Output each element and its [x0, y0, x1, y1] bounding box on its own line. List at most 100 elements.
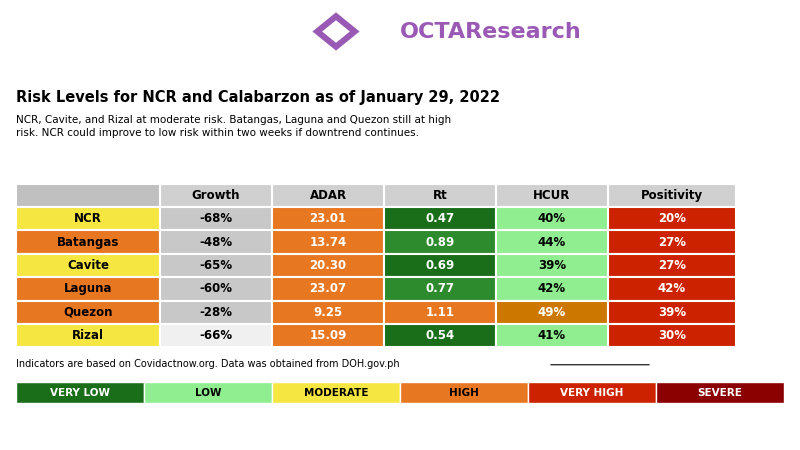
Text: 0.77: 0.77	[426, 283, 454, 295]
Text: 44%: 44%	[538, 236, 566, 248]
Text: 40%: 40%	[538, 212, 566, 225]
Text: SEVERE: SEVERE	[698, 388, 742, 398]
FancyBboxPatch shape	[16, 207, 160, 230]
FancyBboxPatch shape	[160, 254, 272, 277]
FancyBboxPatch shape	[272, 301, 384, 324]
Text: -65%: -65%	[199, 259, 233, 272]
FancyBboxPatch shape	[160, 184, 272, 207]
Text: 15.09: 15.09	[310, 329, 346, 342]
Text: -48%: -48%	[199, 236, 233, 248]
FancyBboxPatch shape	[496, 277, 608, 301]
FancyBboxPatch shape	[16, 254, 160, 277]
FancyBboxPatch shape	[400, 382, 528, 403]
Text: 30%: 30%	[658, 329, 686, 342]
Text: 27%: 27%	[658, 259, 686, 272]
Text: 1.11: 1.11	[426, 306, 454, 319]
Text: HIGH: HIGH	[449, 388, 479, 398]
Text: 20%: 20%	[658, 212, 686, 225]
FancyBboxPatch shape	[384, 324, 496, 347]
FancyBboxPatch shape	[16, 184, 160, 207]
FancyBboxPatch shape	[160, 207, 272, 230]
Text: 27%: 27%	[658, 236, 686, 248]
Text: 0.47: 0.47	[426, 212, 454, 225]
Text: Rt: Rt	[433, 189, 447, 202]
Text: Positivity: Positivity	[641, 189, 703, 202]
Text: Batangas: Batangas	[57, 236, 119, 248]
FancyBboxPatch shape	[16, 382, 144, 403]
FancyBboxPatch shape	[272, 277, 384, 301]
FancyBboxPatch shape	[384, 254, 496, 277]
FancyBboxPatch shape	[16, 324, 160, 347]
Text: NCR: NCR	[74, 212, 102, 225]
Text: VERY LOW: VERY LOW	[50, 388, 110, 398]
Text: 39%: 39%	[658, 306, 686, 319]
Text: 39%: 39%	[538, 259, 566, 272]
Text: 23.07: 23.07	[310, 283, 346, 295]
Text: Laguna: Laguna	[64, 283, 112, 295]
FancyBboxPatch shape	[144, 382, 272, 403]
FancyBboxPatch shape	[384, 184, 496, 207]
Text: 0.69: 0.69	[426, 259, 454, 272]
Text: Cavite: Cavite	[67, 259, 109, 272]
FancyBboxPatch shape	[384, 301, 496, 324]
FancyBboxPatch shape	[656, 382, 784, 403]
FancyBboxPatch shape	[384, 230, 496, 254]
Text: 0.89: 0.89	[426, 236, 454, 248]
FancyBboxPatch shape	[272, 207, 384, 230]
FancyBboxPatch shape	[272, 324, 384, 347]
FancyBboxPatch shape	[496, 184, 608, 207]
Text: Indicators are based on Covidactnow.org. Data was obtained from DOH.gov.ph: Indicators are based on Covidactnow.org.…	[16, 359, 400, 369]
FancyBboxPatch shape	[608, 254, 736, 277]
FancyBboxPatch shape	[608, 230, 736, 254]
Text: Rizal: Rizal	[72, 329, 104, 342]
FancyBboxPatch shape	[496, 207, 608, 230]
FancyBboxPatch shape	[384, 277, 496, 301]
Text: 0.54: 0.54	[426, 329, 454, 342]
Text: HCUR: HCUR	[534, 189, 570, 202]
FancyBboxPatch shape	[528, 382, 656, 403]
Text: ADAR: ADAR	[310, 189, 346, 202]
FancyBboxPatch shape	[272, 184, 384, 207]
FancyBboxPatch shape	[160, 301, 272, 324]
Text: VERY HIGH: VERY HIGH	[560, 388, 624, 398]
Text: 42%: 42%	[538, 283, 566, 295]
FancyBboxPatch shape	[608, 277, 736, 301]
FancyBboxPatch shape	[608, 301, 736, 324]
Text: 20.30: 20.30	[310, 259, 346, 272]
Text: -66%: -66%	[199, 329, 233, 342]
FancyBboxPatch shape	[16, 277, 160, 301]
Text: 13.74: 13.74	[310, 236, 346, 248]
Polygon shape	[310, 11, 362, 52]
Text: 23.01: 23.01	[310, 212, 346, 225]
Text: 42%: 42%	[658, 283, 686, 295]
FancyBboxPatch shape	[608, 184, 736, 207]
Text: -28%: -28%	[199, 306, 233, 319]
Text: 9.25: 9.25	[314, 306, 342, 319]
FancyBboxPatch shape	[496, 230, 608, 254]
FancyBboxPatch shape	[608, 207, 736, 230]
FancyBboxPatch shape	[384, 207, 496, 230]
FancyBboxPatch shape	[272, 382, 400, 403]
FancyBboxPatch shape	[16, 230, 160, 254]
Text: NCR, Cavite, and Rizal at moderate risk. Batangas, Laguna and Quezon still at hi: NCR, Cavite, and Rizal at moderate risk.…	[16, 115, 451, 138]
Polygon shape	[322, 20, 350, 43]
Text: MODERATE: MODERATE	[304, 388, 368, 398]
Text: Risk Levels for NCR and Calabarzon as of January 29, 2022: Risk Levels for NCR and Calabarzon as of…	[16, 90, 500, 105]
Text: LOW: LOW	[194, 388, 222, 398]
Text: Growth: Growth	[192, 189, 240, 202]
FancyBboxPatch shape	[16, 301, 160, 324]
FancyBboxPatch shape	[160, 230, 272, 254]
FancyBboxPatch shape	[272, 230, 384, 254]
FancyBboxPatch shape	[160, 277, 272, 301]
FancyBboxPatch shape	[160, 324, 272, 347]
FancyBboxPatch shape	[496, 301, 608, 324]
FancyBboxPatch shape	[608, 324, 736, 347]
Text: -60%: -60%	[199, 283, 233, 295]
FancyBboxPatch shape	[496, 324, 608, 347]
FancyBboxPatch shape	[496, 254, 608, 277]
Text: Quezon: Quezon	[63, 306, 113, 319]
Text: -68%: -68%	[199, 212, 233, 225]
Text: 49%: 49%	[538, 306, 566, 319]
Text: OCTAResearch: OCTAResearch	[400, 22, 582, 41]
FancyBboxPatch shape	[272, 254, 384, 277]
